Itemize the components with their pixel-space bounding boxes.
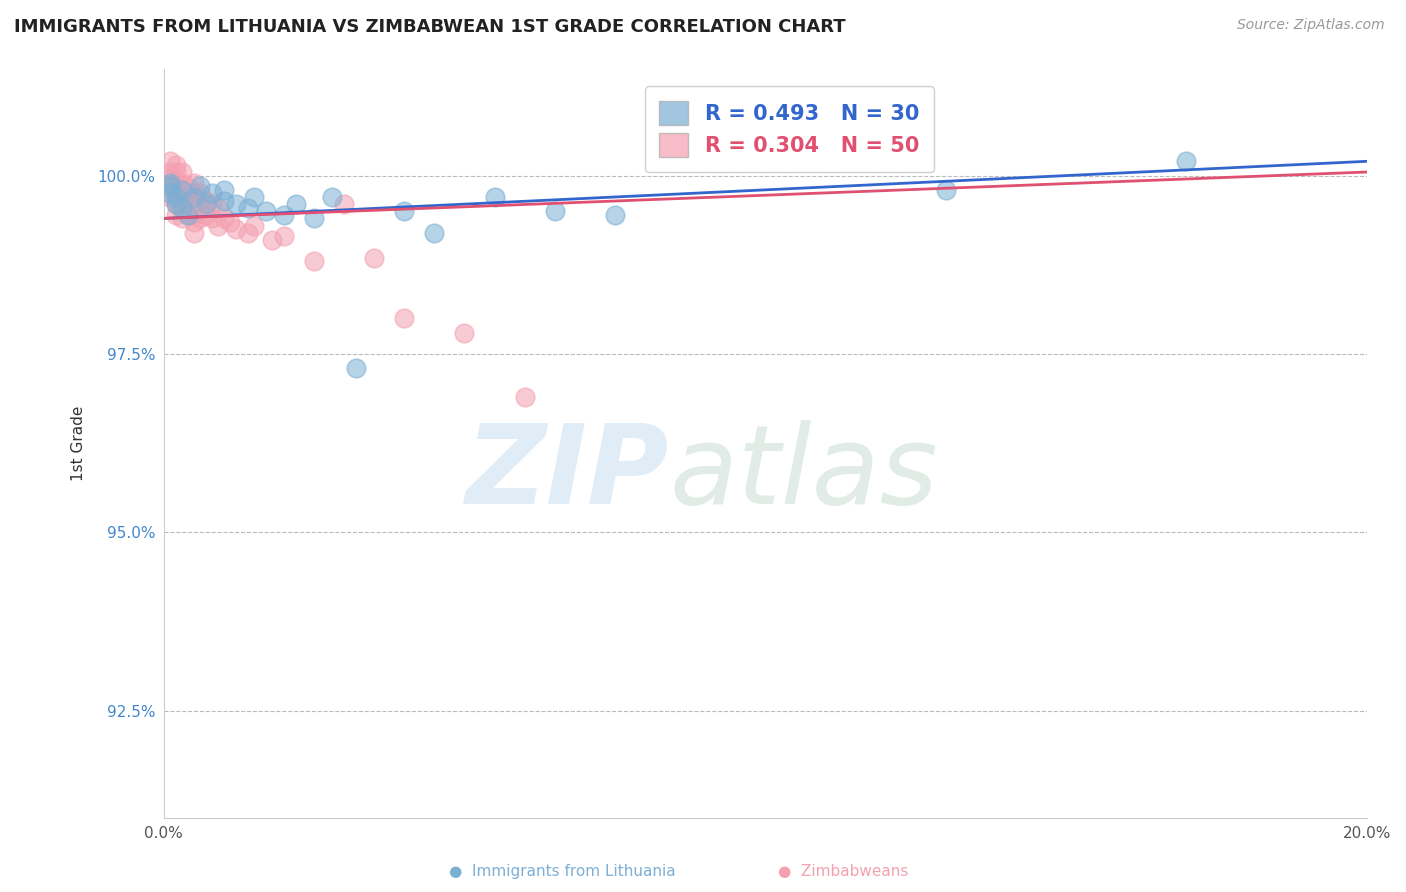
Point xyxy=(285,197,308,211)
Point xyxy=(394,311,416,326)
Point xyxy=(183,215,205,229)
Point xyxy=(170,201,193,215)
Point xyxy=(201,211,224,226)
Point xyxy=(935,183,957,197)
Point xyxy=(194,197,217,211)
Point xyxy=(453,326,475,340)
Point xyxy=(544,204,567,219)
Point xyxy=(183,190,205,204)
Point xyxy=(243,190,266,204)
Point xyxy=(212,211,235,226)
Point xyxy=(188,179,211,194)
Point xyxy=(273,208,295,222)
Point xyxy=(188,186,211,201)
Point xyxy=(165,190,187,204)
Point xyxy=(394,204,416,219)
Point xyxy=(225,222,247,236)
Y-axis label: 1st Grade: 1st Grade xyxy=(72,406,86,481)
Point xyxy=(201,186,224,201)
Text: atlas: atlas xyxy=(669,420,938,527)
Text: Source: ZipAtlas.com: Source: ZipAtlas.com xyxy=(1237,18,1385,32)
Point xyxy=(273,229,295,244)
Point xyxy=(159,190,181,204)
Point xyxy=(165,183,187,197)
Point xyxy=(363,251,385,265)
Point xyxy=(183,197,205,211)
Point xyxy=(344,361,367,376)
Point xyxy=(243,219,266,233)
Point xyxy=(236,226,259,240)
Point xyxy=(165,197,187,211)
Point xyxy=(218,215,240,229)
Point xyxy=(177,208,200,222)
Point xyxy=(159,179,181,194)
Point xyxy=(183,208,205,222)
Point xyxy=(236,201,259,215)
Point xyxy=(159,172,181,186)
Point xyxy=(194,194,217,208)
Point xyxy=(159,176,181,190)
Point xyxy=(165,208,187,222)
Point xyxy=(212,183,235,197)
Point xyxy=(201,197,224,211)
Point xyxy=(177,197,200,211)
Point xyxy=(170,176,193,190)
Point xyxy=(603,208,626,222)
Point xyxy=(165,165,187,179)
Point xyxy=(177,186,200,201)
Point xyxy=(170,183,193,197)
Point xyxy=(170,183,193,197)
Point xyxy=(177,179,200,194)
Point xyxy=(484,190,506,204)
Point xyxy=(333,197,356,211)
Point xyxy=(513,390,536,404)
Text: ZIP: ZIP xyxy=(465,420,669,527)
Point xyxy=(165,158,187,172)
Point xyxy=(194,208,217,222)
Text: ●  Immigrants from Lithuania: ● Immigrants from Lithuania xyxy=(449,863,676,879)
Point xyxy=(177,208,200,222)
Point xyxy=(302,211,325,226)
Point xyxy=(159,179,181,194)
Point xyxy=(260,233,283,247)
Point xyxy=(321,190,343,204)
Legend: R = 0.493   N = 30, R = 0.304   N = 50: R = 0.493 N = 30, R = 0.304 N = 50 xyxy=(644,87,934,172)
Point xyxy=(423,226,446,240)
Point xyxy=(302,254,325,268)
Point xyxy=(183,226,205,240)
Point xyxy=(170,201,193,215)
Point xyxy=(183,186,205,201)
Point xyxy=(170,194,193,208)
Point xyxy=(188,211,211,226)
Point xyxy=(188,197,211,211)
Point xyxy=(254,204,277,219)
Text: ●  Zimbabweans: ● Zimbabweans xyxy=(779,863,908,879)
Point xyxy=(159,165,181,179)
Point xyxy=(170,165,193,179)
Point xyxy=(212,194,235,208)
Point xyxy=(165,176,187,190)
Point xyxy=(165,197,187,211)
Point xyxy=(159,186,181,201)
Text: IMMIGRANTS FROM LITHUANIA VS ZIMBABWEAN 1ST GRADE CORRELATION CHART: IMMIGRANTS FROM LITHUANIA VS ZIMBABWEAN … xyxy=(14,18,845,36)
Point xyxy=(165,190,187,204)
Point xyxy=(225,197,247,211)
Point xyxy=(207,219,229,233)
Point xyxy=(183,176,205,190)
Point xyxy=(207,201,229,215)
Point xyxy=(1175,154,1198,169)
Point xyxy=(170,211,193,226)
Point xyxy=(159,154,181,169)
